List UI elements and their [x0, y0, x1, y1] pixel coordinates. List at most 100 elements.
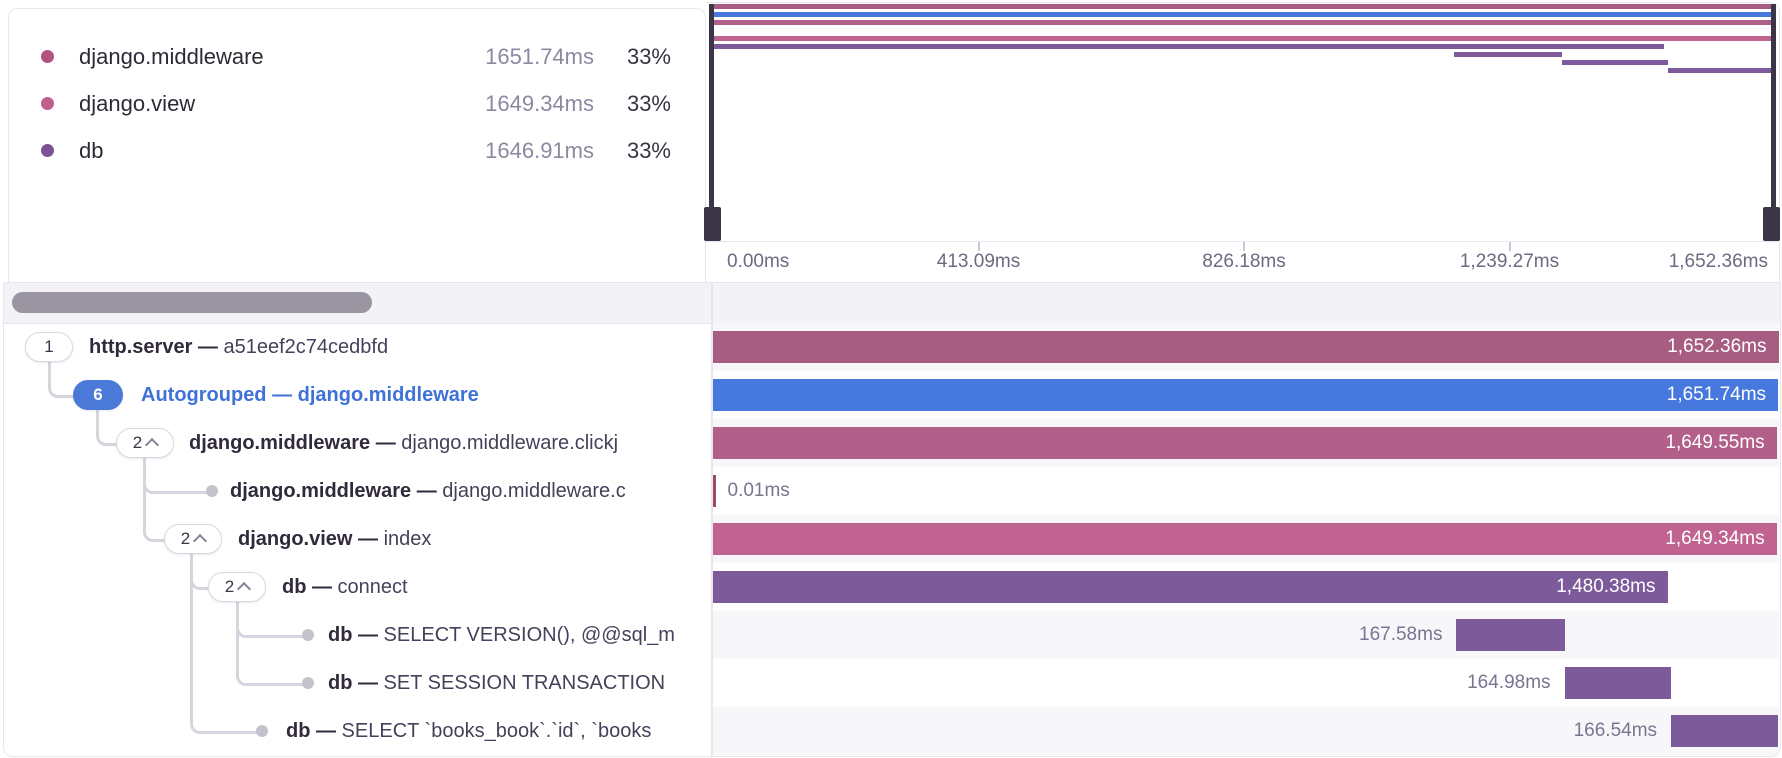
span-duration-label: 1,651.74ms — [1666, 384, 1767, 405]
span-bar[interactable]: 1,651.74ms — [712, 379, 1779, 411]
legend-duration: 1646.91ms — [485, 138, 594, 163]
span-bar[interactable]: 1,649.55ms — [712, 427, 1777, 459]
minimap-left-grip[interactable] — [704, 207, 721, 241]
span-op: db — — [282, 576, 338, 598]
axis-label: 826.18ms — [1202, 251, 1286, 272]
minimap-left-handle[interactable] — [709, 4, 714, 241]
minimap-time-axis: 0.00ms 413.09ms 826.18ms 1,239.27ms 1,652.36… — [706, 241, 1779, 284]
span-detail: SET SESSION TRANSACTION — [383, 672, 666, 694]
leaf-dot — [302, 629, 314, 641]
span-description: db — SELECT `books_book`.`id`, `books — [286, 707, 651, 755]
span-duration-label: 164.98ms — [1467, 672, 1551, 693]
collapse-badge[interactable]: 2 — [208, 572, 266, 602]
trace-tree-row[interactable]: Autogrouped — django.middleware — [4, 371, 710, 419]
leaf-dot — [206, 485, 218, 497]
waterfall-row[interactable]: 1,649.55ms — [712, 419, 1779, 467]
badge-count: 2 — [180, 529, 191, 548]
span-description: django.middleware — django.middleware.c — [230, 467, 626, 515]
legend-op-name: django.view — [79, 91, 196, 116]
badge-count: 2 — [132, 433, 143, 452]
waterfall-row[interactable]: 0.01ms — [712, 467, 1779, 515]
panel-divider[interactable] — [711, 283, 713, 756]
minimap-right-grip[interactable] — [1763, 207, 1780, 241]
minimap-span — [1561, 60, 1668, 65]
axis-tick — [1243, 242, 1245, 251]
trace-tree-row[interactable]: db — SELECT `books_book`.`id`, `books — [4, 707, 710, 755]
trace-tree-row[interactable]: db — SET SESSION TRANSACTION — [4, 659, 710, 707]
span-detail: a51eef2c74cedbfd — [223, 336, 389, 358]
trace-tree-row[interactable]: db — connect — [4, 563, 710, 611]
legend-op-name: db — [79, 138, 104, 163]
tree-connector-line — [95, 410, 119, 446]
span-bar[interactable] — [1671, 715, 1779, 747]
collapse-badge[interactable]: 2 — [164, 524, 222, 554]
chevron-up-icon — [145, 437, 160, 453]
collapse-badge[interactable]: 2 — [116, 428, 174, 458]
waterfall-row[interactable]: 1,652.36ms — [712, 323, 1779, 371]
span-description: db — connect — [282, 563, 408, 611]
waterfall-row[interactable]: 166.54ms — [712, 707, 1779, 755]
minimap-span — [713, 36, 1774, 41]
leaf-dot — [256, 725, 268, 737]
chevron-up-icon — [193, 533, 208, 549]
span-bar[interactable]: 1,480.38ms — [712, 571, 1668, 603]
horizontal-scroll-track[interactable] — [4, 283, 1780, 324]
tree-connector-line — [189, 554, 259, 734]
span-duration-label: 0.01ms — [727, 480, 790, 501]
trace-tree-row[interactable]: db — SELECT VERSION(), @@sql_m — [4, 611, 710, 659]
span-count-badge[interactable]: 1 — [25, 332, 73, 362]
span-detail: SELECT `books_book`.`id`, `books — [341, 720, 652, 742]
trace-tree-row[interactable]: django.middleware — django.middleware.cl… — [4, 419, 710, 467]
waterfall-row[interactable]: 1,651.74ms — [712, 371, 1779, 419]
badge-count: 1 — [44, 337, 54, 356]
legend-color-dot — [41, 50, 54, 63]
tree-connector-line — [142, 458, 167, 542]
span-detail: SELECT VERSION(), @@sql_m — [383, 624, 675, 646]
trace-minimap[interactable]: 0.00ms 413.09ms 826.18ms 1,239.27ms 1,652.36… — [704, 2, 1780, 284]
trace-tree-row[interactable]: django.view — index — [4, 515, 710, 563]
minimap-span — [713, 12, 1775, 17]
waterfall-row[interactable]: 164.98ms — [713, 659, 1779, 707]
span-op: django.middleware — — [230, 480, 443, 502]
trace-tree-row[interactable]: http.server — a51eef2c74cedbfd — [4, 323, 710, 371]
minimap-span — [713, 4, 1775, 9]
legend-percent: 33% — [626, 138, 671, 163]
waterfall-row[interactable]: 1,649.34ms — [712, 515, 1779, 563]
span-bar[interactable] — [1456, 619, 1565, 651]
leaf-dot — [302, 677, 314, 689]
badge-count: 2 — [224, 577, 235, 596]
span-bar[interactable] — [712, 475, 716, 507]
minimap-span — [1454, 52, 1562, 57]
span-detail: django.middleware — [297, 384, 479, 406]
horizontal-scroll-thumb[interactable] — [12, 292, 372, 313]
legend-percent: 33% — [626, 44, 671, 69]
span-bar[interactable] — [1564, 667, 1672, 699]
span-op: django.view — — [238, 528, 384, 550]
span-description: django.view — index — [238, 515, 431, 563]
minimap-right-handle[interactable] — [1771, 4, 1776, 241]
legend-duration: 1651.74ms — [485, 44, 594, 69]
legend-color-dot — [41, 144, 54, 157]
span-op: Autogrouped — — [141, 384, 298, 406]
tree-connector-line — [47, 362, 75, 398]
span-count-badge[interactable]: 6 — [73, 380, 123, 410]
waterfall-row[interactable]: 1,480.38ms — [712, 563, 1779, 611]
span-detail: index — [383, 528, 432, 550]
span-description: db — SET SESSION TRANSACTION — [328, 659, 665, 707]
minimap-span — [713, 20, 1774, 25]
legend-op-name: django.middleware — [79, 44, 264, 69]
span-bar[interactable]: 1,652.36ms — [712, 331, 1779, 363]
span-op: db — — [286, 720, 342, 742]
axis-label: 1,239.27ms — [1459, 251, 1560, 272]
waterfall-row[interactable]: 167.58ms — [712, 611, 1779, 659]
span-description: http.server — a51eef2c74cedbfd — [89, 323, 388, 371]
axis-tick — [1508, 242, 1511, 251]
span-op: db — — [328, 624, 384, 646]
span-duration-label: 1,649.34ms — [1665, 528, 1765, 549]
axis-label: 413.09ms — [936, 251, 1021, 272]
span-legend-card: django.middleware 1651.74ms 33% django.view… — [8, 8, 706, 284]
span-description: django.middleware — django.middleware.cl… — [189, 419, 618, 467]
trace-tree-row[interactable]: django.middleware — django.middleware.c — [4, 467, 710, 515]
badge-count: 6 — [93, 385, 103, 404]
span-bar[interactable]: 1,649.34ms — [712, 523, 1777, 555]
